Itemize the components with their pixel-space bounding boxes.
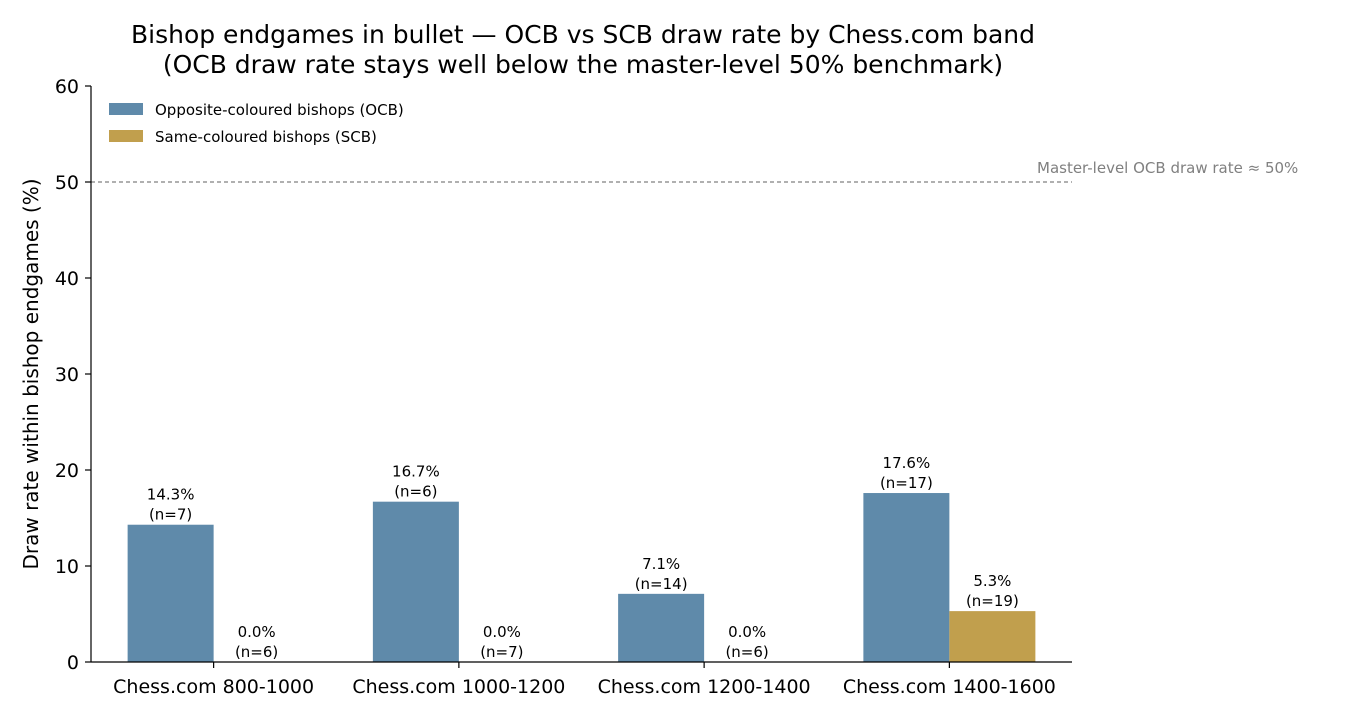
bar-value-label: 5.3% (973, 572, 1011, 590)
y-tick-label: 10 (55, 556, 79, 578)
bar-ocb (372, 501, 459, 662)
y-axis-label: Draw rate within bishop endgames (%) (19, 178, 43, 569)
bar-count-label: (n=7) (480, 643, 523, 661)
y-tick-label: 20 (55, 460, 79, 482)
legend-swatch (109, 103, 143, 115)
x-tick-label: Chess.com 1000-1200 (352, 676, 565, 698)
bar-count-label: (n=6) (235, 643, 278, 661)
x-tick-label: Chess.com 1200-1400 (598, 676, 811, 698)
bar-value-label: 0.0% (728, 623, 766, 641)
legend-label: Opposite-coloured bishops (OCB) (155, 101, 404, 119)
bar-value-label: 14.3% (147, 486, 195, 504)
bar-count-label: (n=14) (635, 575, 688, 593)
bar-value-label: 0.0% (238, 623, 276, 641)
reference-line-label: Master-level OCB draw rate ≈ 50% (1037, 159, 1298, 177)
bar-count-label: (n=6) (394, 483, 437, 501)
bar-value-label: 7.1% (642, 555, 680, 573)
y-tick-label: 40 (55, 268, 79, 290)
bar-count-label: (n=6) (725, 643, 768, 661)
bar-count-label: (n=19) (966, 592, 1019, 610)
x-tick-label: Chess.com 1400-1600 (843, 676, 1056, 698)
y-tick-label: 50 (55, 172, 79, 194)
chart-subtitle: (OCB draw rate stays well below the mast… (162, 50, 1004, 79)
chart-title: Bishop endgames in bullet — OCB vs SCB d… (130, 20, 1036, 49)
legend-swatch (109, 130, 143, 142)
bar-value-label: 17.6% (883, 454, 931, 472)
legend-label: Same-coloured bishops (SCB) (155, 128, 377, 146)
bar-scb (949, 611, 1036, 662)
y-tick-label: 0 (67, 652, 79, 674)
bar-ocb (863, 493, 950, 662)
x-tick-label: Chess.com 800-1000 (113, 676, 314, 698)
bar-count-label: (n=7) (149, 506, 192, 524)
bar-ocb (618, 593, 705, 662)
bar-ocb (127, 524, 214, 662)
bar-value-label: 0.0% (483, 623, 521, 641)
bar-count-label: (n=17) (880, 474, 933, 492)
y-tick-label: 60 (55, 76, 79, 98)
y-tick-label: 30 (55, 364, 79, 386)
bar-value-label: 16.7% (392, 463, 440, 481)
